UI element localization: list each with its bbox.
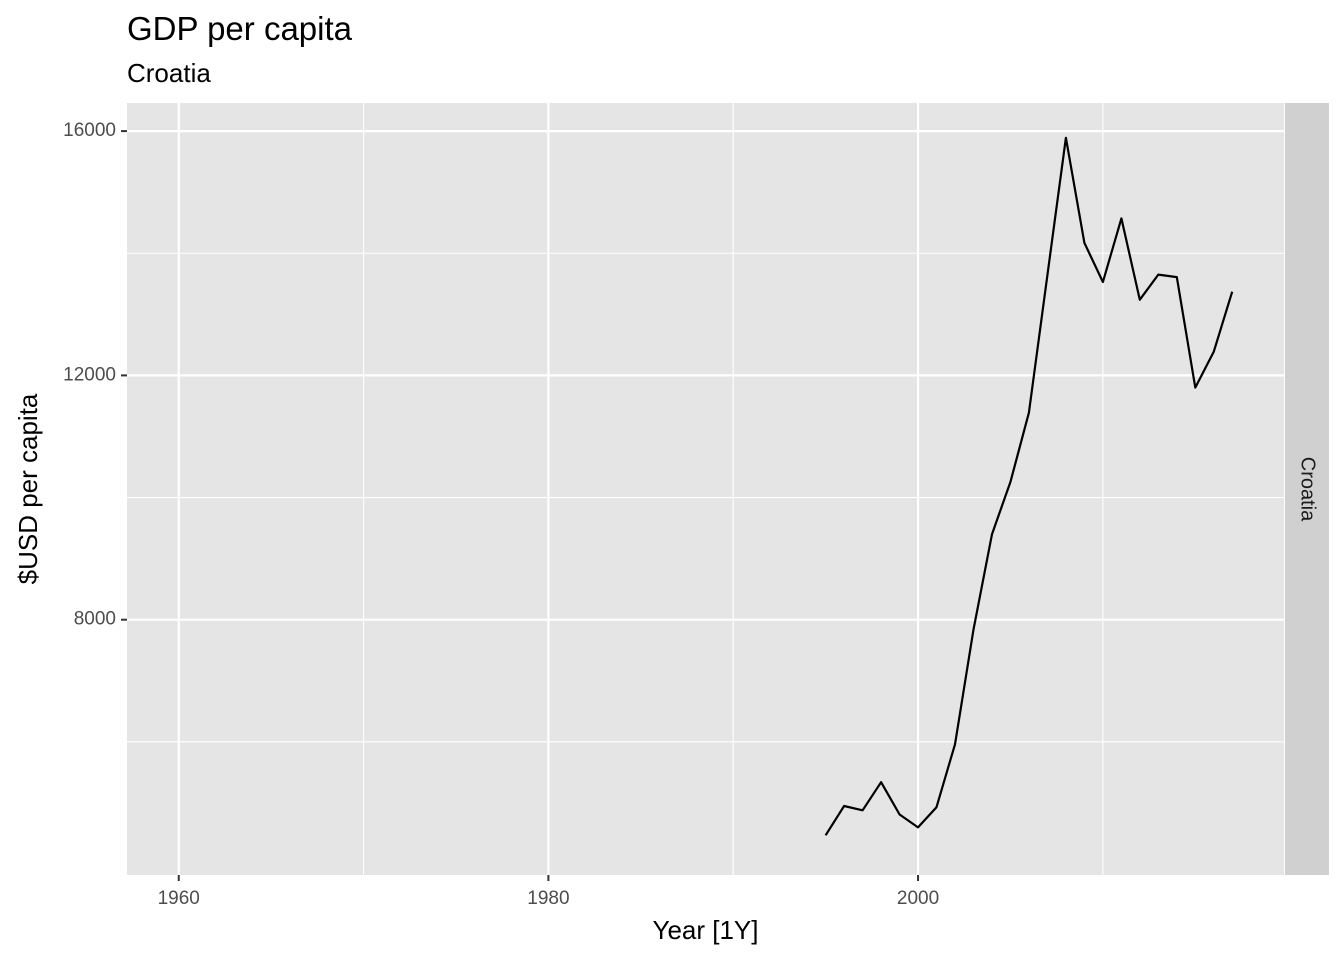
data-point [1139,299,1141,301]
data-point [973,629,975,631]
data-point [1028,412,1030,414]
grid-major [127,103,1284,875]
facet-strip-label: Croatia [1297,457,1319,522]
x-axis: 1960 1980 2000 [158,875,939,909]
data-point [825,834,827,836]
data-point [880,781,882,783]
chart-title: GDP per capita [127,10,353,47]
data-point [1176,276,1178,278]
grid-minor [127,103,1284,875]
y-tick-label: 8000 [74,609,116,630]
y-axis-title: $USD per capita [13,393,43,584]
y-axis: 8000 12000 16000 [63,120,127,630]
data-point [1213,351,1215,353]
x-tick-label: 1980 [527,888,569,909]
chart-subtitle: Croatia [127,58,211,88]
data-point [917,826,919,828]
data-point [954,743,956,745]
data-point [1102,281,1104,283]
x-tick-label: 1960 [158,888,200,909]
data-point [1194,387,1196,389]
data-point [1231,291,1233,293]
y-tick-label: 12000 [63,364,116,385]
facet-strip [1285,103,1329,875]
y-tick-label: 16000 [63,120,116,141]
data-point [899,814,901,816]
data-point [1010,481,1012,483]
gdp-series-line [824,136,1234,836]
x-tick-label: 2000 [897,888,939,909]
data-point [936,806,938,808]
data-point [1157,274,1159,276]
data-point [843,805,845,807]
data-point [862,809,864,811]
data-point [1046,274,1048,276]
x-axis-title: Year [1Y] [652,915,758,945]
data-point [1065,137,1067,139]
data-point [991,533,993,535]
data-point [1083,242,1085,244]
data-point [1120,217,1122,219]
plot-panel [127,103,1284,875]
